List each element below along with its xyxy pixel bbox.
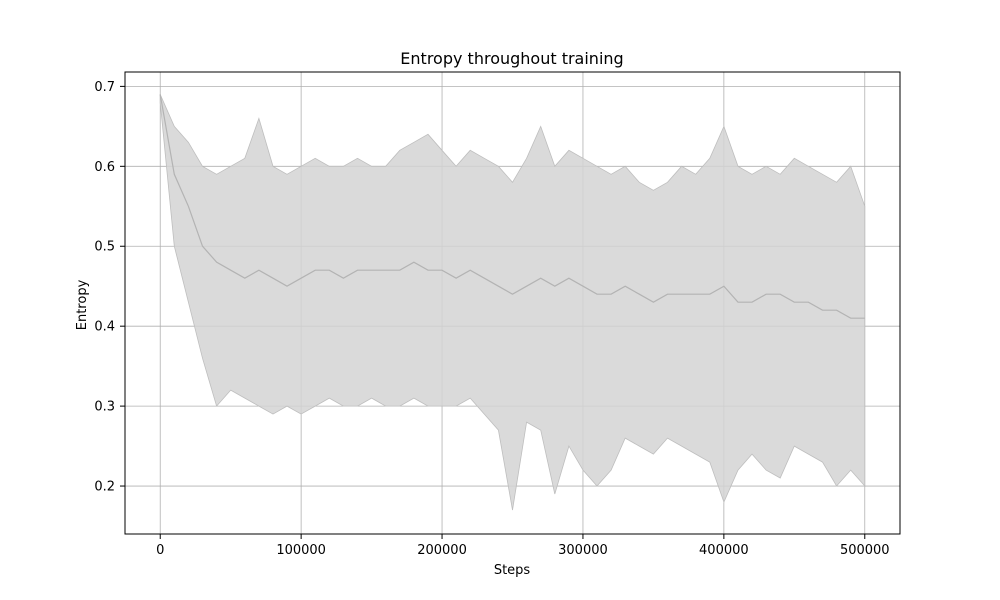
x-tick-label: 0 [156, 543, 164, 558]
y-tick-label: 0.6 [94, 160, 115, 175]
x-axis-ticks: 0 100000 200000 300000 400000 500000 [156, 534, 890, 558]
series-mean-line [159, 94, 865, 319]
x-tick-label: 200000 [417, 543, 467, 558]
plot-frame [124, 71, 901, 535]
y-tick-label: 0.7 [94, 80, 115, 95]
y-axis-label: Entropy [75, 279, 90, 330]
x-tick-label: 500000 [840, 543, 890, 558]
y-axis-ticks: 0.2 0.3 0.4 0.5 0.6 0.7 [94, 80, 125, 495]
y-tick-label: 0.5 [94, 240, 115, 255]
y-tick-label: 0.3 [94, 400, 115, 415]
x-tick-label: 400000 [699, 543, 749, 558]
x-tick-label: 100000 [276, 543, 326, 558]
series-band [159, 94, 866, 511]
x-axis-label: Steps [494, 563, 531, 578]
series-band-layer [159, 94, 866, 511]
series-line-layer [159, 94, 865, 319]
y-tick-label: 0.4 [94, 320, 115, 335]
chart-title: Entropy throughout training [400, 49, 623, 68]
x-tick-label: 300000 [558, 543, 608, 558]
y-tick-label: 0.2 [94, 480, 115, 495]
